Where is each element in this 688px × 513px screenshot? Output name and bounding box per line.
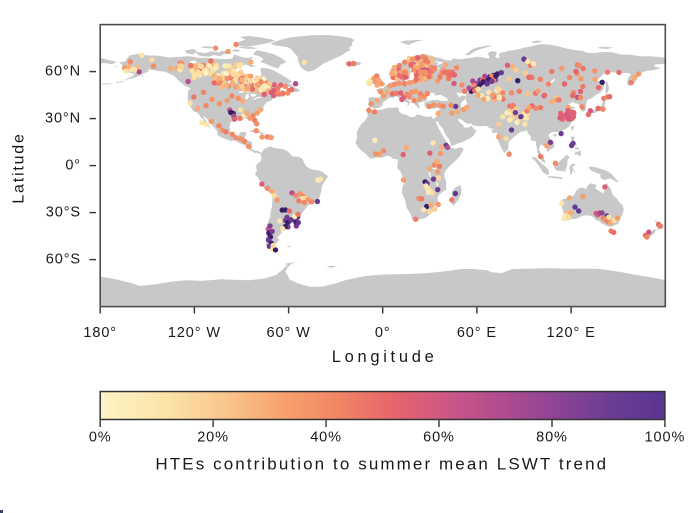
svg-text:20%: 20% xyxy=(197,430,229,446)
svg-text:100%: 100% xyxy=(645,430,686,446)
svg-text:60°S: 60°S xyxy=(46,252,81,268)
svg-text:30°S: 30°S xyxy=(46,205,81,221)
svg-text:Longitude: Longitude xyxy=(332,348,438,366)
svg-text:0%: 0% xyxy=(89,430,112,446)
svg-text:60°N: 60°N xyxy=(45,64,81,80)
svg-text:HTEs contribution to summer me: HTEs contribution to summer mean LSWT tr… xyxy=(155,455,608,474)
svg-text:60%: 60% xyxy=(423,430,455,446)
svg-text:120° E: 120° E xyxy=(547,325,596,341)
svg-text:40%: 40% xyxy=(310,430,342,446)
svg-text:60° W: 60° W xyxy=(267,325,311,341)
svg-text:Latitude: Latitude xyxy=(11,132,28,203)
svg-text:120° W: 120° W xyxy=(168,325,221,341)
svg-text:60° E: 60° E xyxy=(457,325,497,341)
svg-text:80%: 80% xyxy=(536,430,568,446)
svg-text:0°: 0° xyxy=(375,325,391,341)
svg-text:180°: 180° xyxy=(83,325,117,341)
svg-text:0°: 0° xyxy=(65,158,81,174)
svg-text:30°N: 30°N xyxy=(45,111,81,127)
